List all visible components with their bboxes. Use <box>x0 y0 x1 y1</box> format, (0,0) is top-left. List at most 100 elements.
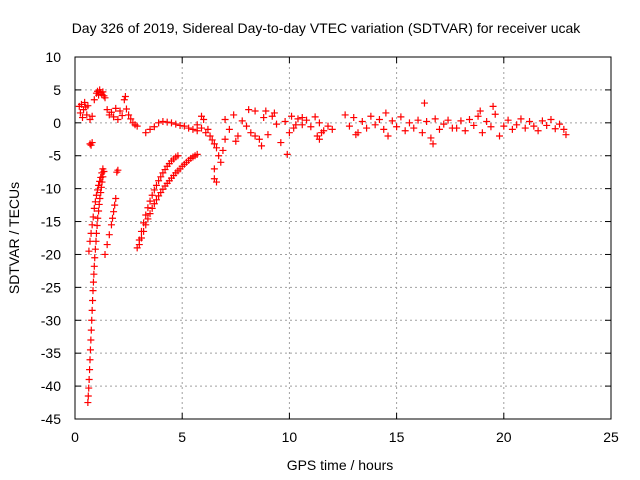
data-point <box>148 191 156 199</box>
data-point <box>496 132 504 140</box>
data-point <box>89 278 97 286</box>
y-tick-label: -30 <box>41 312 61 328</box>
data-point <box>221 135 229 143</box>
y-tick-label: -45 <box>41 411 61 427</box>
series-curve-b <box>135 150 201 249</box>
y-tick-label: -35 <box>41 345 61 361</box>
data-point <box>255 135 263 143</box>
data-point <box>96 195 104 203</box>
data-point <box>461 127 469 135</box>
data-point <box>270 109 278 117</box>
series-scattered-points <box>288 112 336 143</box>
data-point <box>315 135 323 143</box>
x-tick-label: 15 <box>389 429 405 445</box>
data-points <box>75 86 570 407</box>
data-point <box>264 131 272 139</box>
data-point <box>238 117 246 125</box>
data-point <box>95 181 103 189</box>
series-main-band-3 <box>453 102 570 140</box>
data-point <box>94 214 102 222</box>
data-point <box>294 115 302 123</box>
data-point <box>193 150 201 158</box>
data-point <box>86 237 94 245</box>
data-point <box>121 92 129 100</box>
data-point <box>152 181 160 189</box>
y-tick-label: -20 <box>41 246 61 262</box>
data-point <box>298 121 306 129</box>
data-point <box>98 169 106 177</box>
data-point <box>99 165 107 173</box>
data-point <box>91 198 99 206</box>
grid <box>74 56 612 420</box>
data-point <box>208 136 216 144</box>
data-point <box>219 146 227 154</box>
data-point <box>120 96 128 104</box>
data-point <box>144 204 152 212</box>
data-point <box>137 234 145 242</box>
data-point <box>345 122 353 130</box>
data-point <box>504 116 512 124</box>
data-point <box>150 200 158 208</box>
data-point <box>114 166 122 174</box>
data-point <box>185 124 193 132</box>
data-point <box>260 114 268 122</box>
data-point <box>135 241 143 249</box>
data-point <box>142 221 150 229</box>
data-point <box>285 129 293 137</box>
data-point <box>435 125 443 133</box>
data-point <box>311 113 319 121</box>
data-point <box>283 150 291 158</box>
data-point <box>101 250 109 258</box>
data-point <box>232 137 240 145</box>
data-point <box>197 112 205 120</box>
data-point <box>225 125 233 133</box>
data-point <box>204 125 212 133</box>
data-point <box>350 114 358 122</box>
series-transition-band <box>142 112 229 186</box>
data-point <box>107 221 115 229</box>
data-point <box>176 121 184 129</box>
data-point <box>427 134 435 142</box>
data-point <box>556 120 564 128</box>
data-point <box>401 127 409 135</box>
data-point <box>91 254 99 262</box>
data-point <box>90 204 98 212</box>
data-point <box>142 129 150 137</box>
data-point <box>197 124 205 132</box>
data-point <box>88 306 96 314</box>
data-point <box>101 94 109 102</box>
data-point <box>93 221 101 229</box>
data-point <box>303 116 311 124</box>
data-point <box>112 195 120 203</box>
data-point <box>508 125 516 133</box>
data-point <box>551 125 559 133</box>
data-point <box>418 129 426 137</box>
data-point <box>146 210 154 218</box>
data-point <box>288 112 296 120</box>
data-point <box>95 200 103 208</box>
data-point <box>90 96 98 104</box>
y-axis-label: SDTVAR / TECUs <box>6 182 22 294</box>
data-point <box>483 118 491 126</box>
data-point <box>116 107 124 115</box>
data-point <box>444 116 452 124</box>
y-tick-label: -40 <box>41 378 61 394</box>
data-point <box>262 107 270 115</box>
x-axis-label: GPS time / hours <box>287 457 394 473</box>
data-point <box>517 115 525 123</box>
data-point <box>562 131 570 139</box>
data-point <box>114 116 122 124</box>
data-point <box>358 118 366 126</box>
x-tick-label: 25 <box>603 429 619 445</box>
data-point <box>87 326 95 334</box>
series-main-band-1 <box>221 106 332 158</box>
data-point <box>85 384 93 392</box>
data-point <box>85 376 93 384</box>
data-point <box>79 114 87 122</box>
data-point <box>152 196 160 204</box>
data-point <box>146 197 154 205</box>
data-point <box>513 121 521 129</box>
data-point <box>315 119 323 127</box>
data-point <box>457 117 465 125</box>
data-point <box>155 177 163 185</box>
